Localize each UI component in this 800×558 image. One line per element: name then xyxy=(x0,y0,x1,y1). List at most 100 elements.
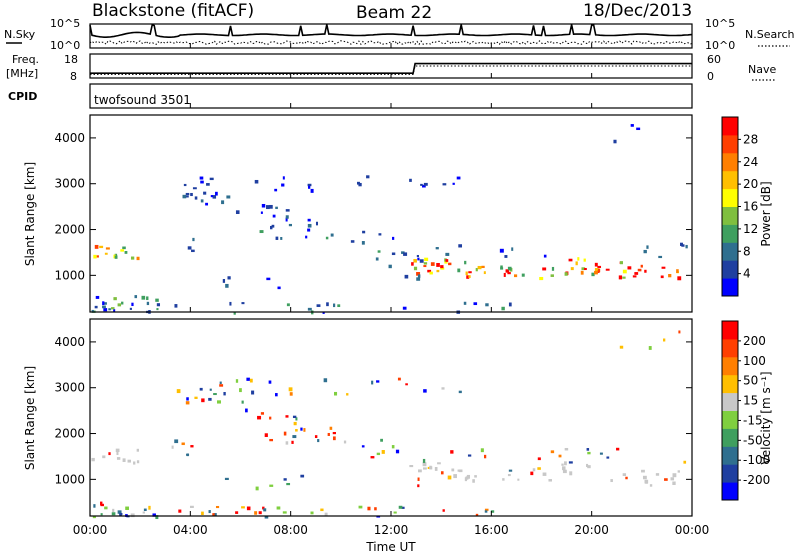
range-gate-cell xyxy=(224,477,229,481)
range-gate-cell xyxy=(435,247,439,250)
date-title: 18/Dec/2013 xyxy=(583,1,692,21)
range-gate-cell xyxy=(587,451,591,455)
range-gate-cell xyxy=(423,389,427,393)
range-gate-cell xyxy=(641,469,645,473)
range-gate-cell xyxy=(457,268,461,273)
range-gate-cell xyxy=(450,450,454,454)
colorbar-frame xyxy=(721,320,739,501)
freq-unit-label: [MHz] xyxy=(6,67,38,80)
range-gate-cell xyxy=(417,257,420,261)
range-gate-cell xyxy=(300,427,303,431)
range-gate-cell xyxy=(275,236,279,240)
range-gate-cell xyxy=(104,252,108,255)
range-gate-cell xyxy=(587,465,591,469)
colorbar-segment xyxy=(722,117,738,136)
range-gate-cell xyxy=(102,301,105,306)
range-gate-cell xyxy=(104,506,108,510)
range-gate-cell xyxy=(282,176,285,180)
range-gate-cell xyxy=(148,505,151,510)
range-gate-cell xyxy=(381,450,385,454)
station-title: Blackstone (fitACF) xyxy=(92,1,254,21)
range-gate-cell xyxy=(93,504,96,508)
colorbar-segment xyxy=(722,321,738,340)
range-gate-cell xyxy=(564,272,568,276)
y-tick-label: 4000 xyxy=(54,131,85,145)
range-gate-cell xyxy=(200,199,204,203)
range-gate-cell xyxy=(114,255,118,259)
range-gate-cell xyxy=(291,440,294,444)
range-gate-cell xyxy=(594,268,599,272)
range-gate-cell xyxy=(249,378,253,383)
range-gate-cell xyxy=(330,233,334,237)
range-gate-cell xyxy=(310,188,314,193)
range-gate-cell xyxy=(285,209,290,212)
range-gate-cell xyxy=(103,302,107,305)
range-gate-cell xyxy=(94,244,99,249)
range-gate-cell xyxy=(329,426,333,430)
range-gate-cell xyxy=(194,196,198,200)
range-gate-cell xyxy=(136,460,140,464)
range-gate-cell xyxy=(133,461,136,465)
colorbar-segment xyxy=(722,374,738,394)
beam-title: Beam 22 xyxy=(356,3,432,23)
nsearch-tick-low: 10^0 xyxy=(705,39,735,52)
range-gate-cell xyxy=(391,252,396,256)
range-gate-cell xyxy=(441,387,445,390)
range-gate-cell xyxy=(507,272,511,275)
colorbar-tick-label: -15 xyxy=(743,413,763,427)
range-gate-cell xyxy=(134,295,138,299)
range-gate-cell xyxy=(307,183,312,187)
range-gate-cell xyxy=(102,455,106,459)
range-gate-cell xyxy=(380,438,383,442)
frequency-panel: Freq. [MHz] 18 8 60 0 Nave xyxy=(6,53,776,83)
range-gate-cell xyxy=(658,255,663,259)
range-gate-cell xyxy=(275,206,278,210)
range-gate-cell xyxy=(416,272,421,276)
range-gate-cell xyxy=(124,250,128,254)
range-gate-cell xyxy=(577,257,580,261)
range-gate-cell xyxy=(320,508,324,512)
range-gate-cell xyxy=(422,462,427,467)
range-gate-cell xyxy=(613,139,617,144)
range-gate-cell xyxy=(530,471,534,476)
range-gate-cell xyxy=(303,428,306,432)
colorbar-segment xyxy=(722,134,738,154)
range-gate-cell xyxy=(477,265,482,270)
range-gate-cell xyxy=(225,283,229,288)
range-gate-cell xyxy=(409,465,414,468)
range-gate-cell xyxy=(223,391,226,396)
range-gate-cell xyxy=(374,507,377,511)
range-gate-cell xyxy=(484,508,489,511)
range-gate-cell xyxy=(358,182,362,187)
range-gate-cell xyxy=(155,515,159,520)
range-gate-cell xyxy=(131,302,134,307)
range-gate-cell xyxy=(681,244,685,247)
range-gate-cell xyxy=(513,274,518,278)
colorbar-segment xyxy=(722,392,738,411)
range-gate-cell xyxy=(361,241,365,245)
nsky-trace xyxy=(89,24,693,38)
range-gate-cell xyxy=(350,240,355,243)
range-gate-cell xyxy=(677,276,682,281)
range-gate-cell xyxy=(655,473,660,476)
range-gate-cell xyxy=(643,249,647,254)
range-gate-cell xyxy=(235,379,239,383)
range-gate-cell xyxy=(458,469,463,473)
range-gate-cell xyxy=(276,506,281,510)
range-gate-cell xyxy=(286,303,290,307)
range-gate-cell xyxy=(466,275,470,279)
x-tick-label: 20:00 xyxy=(574,523,609,537)
range-gate-cell xyxy=(464,260,467,265)
range-gate-cell xyxy=(622,473,627,477)
range-gate-cell xyxy=(246,506,251,511)
range-gate-cell xyxy=(245,408,248,413)
range-gate-cell xyxy=(474,475,477,478)
range-gate-cell xyxy=(108,452,111,456)
range-gate-cell xyxy=(444,260,448,264)
range-gate-cell xyxy=(272,214,276,218)
x-tick-label: 00:00 xyxy=(73,523,108,537)
range-gate-cell xyxy=(481,265,485,269)
colorbar-tick-label: -100 xyxy=(743,453,770,467)
x-tick-label: 08:00 xyxy=(273,523,308,537)
